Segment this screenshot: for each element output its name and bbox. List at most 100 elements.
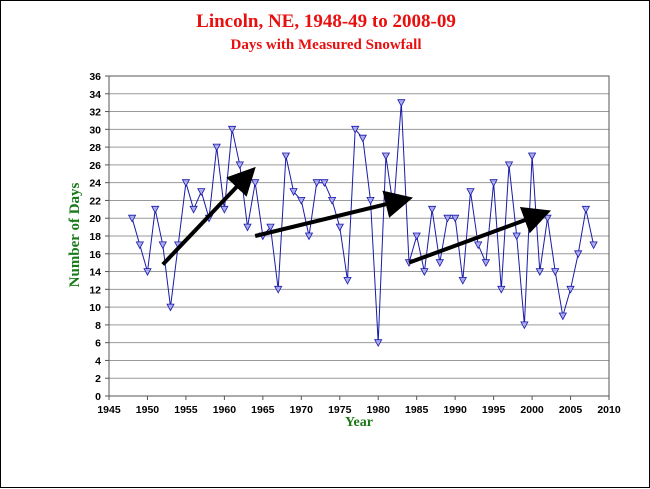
data-point-marker: [435, 259, 444, 268]
y-tick-label: 34: [89, 89, 101, 101]
y-tick-label: 26: [89, 160, 101, 172]
y-tick-label: 32: [89, 107, 101, 119]
data-point-marker: [181, 179, 191, 188]
x-axis-ticks: 1945 1950 1955 1960 1965 1970 1975 1980 1985 1990…: [97, 396, 621, 416]
x-tick-label: 1970: [290, 404, 314, 416]
data-point-marker: [351, 125, 360, 134]
data-point-marker: [358, 134, 367, 143]
data-point-marker: [535, 268, 544, 276]
data-point-marker: [397, 99, 406, 108]
x-tick-label: 1980: [367, 404, 391, 416]
y-tick-label: 20: [89, 213, 101, 225]
data-point-marker: [266, 223, 275, 232]
data-point-marker: [458, 276, 467, 285]
data-point-marker: [443, 214, 452, 223]
data-point-marker: [474, 241, 483, 250]
data-point-marker: [381, 152, 391, 161]
data-point-marker: [420, 268, 429, 276]
y-tick-label: 4: [95, 355, 101, 367]
y-tick-label: 14: [89, 267, 101, 279]
y-tick-label: 2: [95, 373, 101, 385]
y-tick-label: 6: [95, 338, 101, 350]
y-tick-label: 8: [95, 320, 101, 332]
data-point-marker: [551, 268, 560, 276]
y-axis-title: Number of Days: [67, 182, 83, 287]
data-point-marker: [466, 188, 475, 196]
data-points: [127, 99, 598, 348]
data-point-marker: [143, 268, 152, 276]
data-point-marker: [558, 312, 567, 321]
data-point-marker: [335, 223, 344, 232]
data-point-marker: [589, 241, 598, 250]
y-tick-label: 24: [89, 178, 101, 190]
y-tick-label: 10: [89, 302, 101, 314]
x-tick-label: 1945: [97, 404, 121, 416]
data-point-marker: [274, 285, 283, 294]
x-tick-label: 1985: [405, 404, 429, 416]
data-point-marker: [235, 161, 244, 170]
x-tick-label: 2010: [597, 404, 621, 416]
x-tick-label: 1990: [443, 404, 467, 416]
data-point-marker: [281, 152, 291, 161]
data-point-marker: [497, 285, 506, 294]
data-point-marker: [227, 125, 237, 134]
trend-arrow: [254, 190, 413, 238]
data-point-marker: [489, 179, 498, 188]
y-tick-label: 22: [89, 195, 101, 207]
x-tick-label: 1975: [328, 404, 352, 416]
data-point-marker: [581, 205, 591, 214]
data-point-marker: [451, 214, 460, 223]
x-tick-label: 1995: [482, 404, 506, 416]
data-point-marker: [343, 276, 352, 285]
data-point-marker: [151, 205, 160, 214]
x-tick-label: 1960: [213, 404, 237, 416]
trend-arrows: [161, 166, 552, 266]
data-point-marker: [389, 205, 398, 214]
data-point-marker: [527, 152, 537, 161]
data-point-marker: [312, 179, 321, 188]
data-point-marker: [220, 205, 229, 214]
data-point-marker: [504, 161, 514, 170]
data-point-marker: [427, 205, 437, 214]
data-point-marker: [374, 339, 383, 348]
x-tick-label: 2000: [520, 404, 544, 416]
y-tick-label: 36: [89, 71, 101, 83]
trend-arrow: [408, 207, 552, 265]
data-point-marker: [574, 250, 583, 259]
data-point-marker: [127, 214, 137, 223]
data-point-marker: [166, 303, 175, 312]
x-tick-label: 1955: [174, 404, 198, 416]
y-tick-label: 30: [89, 124, 101, 136]
data-point-marker: [297, 196, 306, 205]
y-tick-label: 16: [89, 249, 101, 261]
chart-title: Lincoln, NE, 1948-49 to 2008-09: [196, 11, 456, 32]
data-point-marker: [520, 321, 529, 330]
x-tick-label: 2005: [559, 404, 583, 416]
data-point-marker: [289, 188, 298, 196]
data-point-marker: [158, 241, 167, 250]
data-point-marker: [320, 179, 329, 188]
data-point-marker: [135, 241, 144, 250]
data-point-marker: [412, 232, 421, 241]
x-axis-title: Year: [345, 415, 373, 430]
x-tick-label: 1950: [136, 404, 160, 416]
grid-lines: [109, 75, 609, 379]
x-tick-label: 1965: [251, 404, 275, 416]
trend-arrow: [161, 166, 256, 266]
data-point-marker: [512, 232, 521, 241]
y-tick-label: 18: [89, 231, 101, 243]
chart-subtitle: Days with Measured Snowfall: [231, 37, 422, 53]
data-point-marker: [481, 259, 491, 268]
data-point-marker: [327, 196, 337, 205]
y-tick-label: 0: [95, 391, 101, 403]
data-point-marker: [243, 223, 252, 232]
data-point-marker: [189, 205, 198, 214]
data-point-marker: [197, 188, 206, 196]
y-tick-label: 28: [89, 142, 101, 154]
data-point-marker: [366, 196, 375, 205]
data-point-marker: [212, 143, 221, 152]
data-point-marker: [304, 232, 314, 241]
